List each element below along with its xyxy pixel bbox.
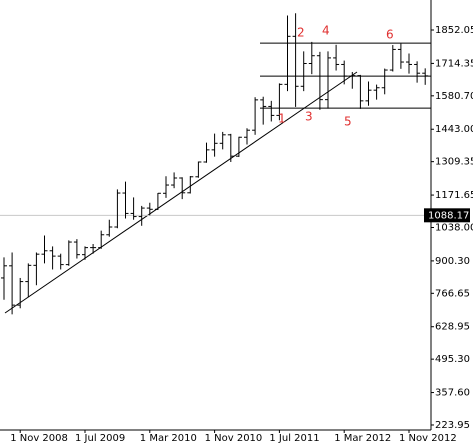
annotation: 3 — [305, 110, 313, 124]
x-tick-label: 1 Mar 2012 — [334, 433, 391, 444]
trendline — [4, 71, 358, 314]
y-tick-label: 1714.35 — [435, 58, 473, 69]
x-tick-label: 1 Mar 2010 — [140, 433, 197, 444]
x-tick-label: 1 Nov 2008 — [10, 433, 68, 444]
annotation: 5 — [344, 115, 352, 129]
y-tick-label: 1309.35 — [435, 157, 473, 168]
current-price-label: 1088.17 — [428, 210, 469, 221]
current-price-box — [424, 208, 470, 223]
y-tick-label: 1038.00 — [435, 222, 473, 233]
x-tick-label: 1 Nov 2012 — [399, 433, 457, 444]
y-tick-label: 1580.70 — [435, 91, 473, 102]
y-tick-label: 357.60 — [435, 388, 470, 399]
y-tick-label: 495.30 — [435, 354, 470, 365]
annotation: 2 — [297, 26, 305, 40]
y-tick-label: 1443.00 — [435, 124, 473, 135]
y-tick-label: 223.95 — [435, 420, 470, 431]
annotation: 1 — [278, 112, 286, 126]
annotation: 4 — [322, 24, 330, 38]
y-tick-label: 628.95 — [435, 322, 470, 333]
y-tick-label: 1171.65 — [435, 190, 473, 201]
y-tick-label: 1852.05 — [435, 25, 473, 36]
x-tick-label: 1 Jul 2009 — [75, 433, 125, 444]
x-tick-label: 1 Nov 2010 — [205, 433, 263, 444]
y-tick-label: 766.65 — [435, 288, 470, 299]
x-tick-label: 1 Jul 2011 — [269, 433, 319, 444]
y-tick-label: 900.30 — [435, 256, 470, 267]
annotation: 6 — [386, 28, 394, 42]
